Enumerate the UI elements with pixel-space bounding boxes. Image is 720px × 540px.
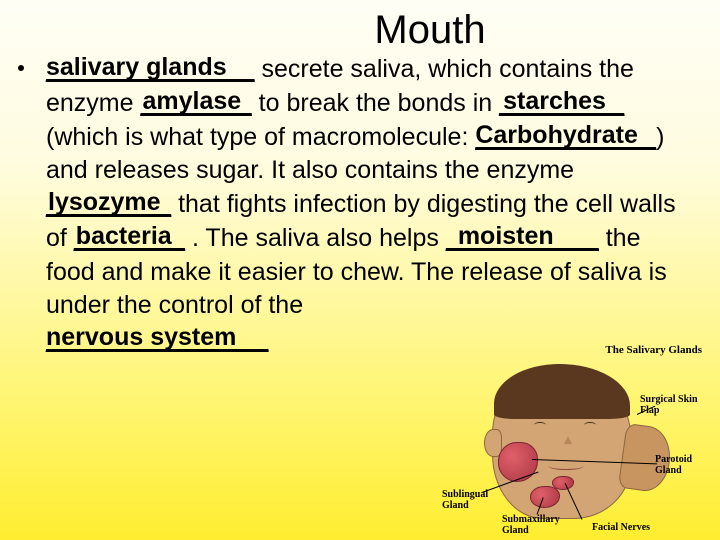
fill-nervous-system: nervous system: [46, 321, 236, 355]
hair-shape: [494, 364, 630, 419]
label-sublingual: SublingualGland: [442, 489, 502, 511]
text-6: . The saliva also helps: [185, 224, 446, 252]
fill-bacteria: bacteria: [76, 220, 172, 254]
bullet-icon: [18, 65, 24, 71]
label-submax: SubmaxillaryGland: [502, 514, 582, 536]
mouth-shape: [548, 462, 584, 470]
page-title: Mouth: [0, 0, 720, 53]
fill-salivary-glands: salivary glands: [46, 51, 227, 85]
nose-shape: [564, 436, 572, 444]
fill-lysozyme: lysozyme: [48, 186, 161, 220]
body-paragraph: _______________ salivary glands secrete …: [46, 53, 690, 357]
fill-starches: starches: [503, 85, 606, 119]
label-flap: Surgical SkinFlap: [640, 394, 710, 416]
eye-right: [584, 422, 596, 428]
text-3: (which is what type of macromolecule:: [46, 123, 475, 151]
content-area: _______________ salivary glands secrete …: [0, 53, 720, 357]
salivary-glands-diagram: The Salivary Glands SublingualGland Subm…: [442, 314, 712, 534]
fill-moisten: moisten: [458, 220, 554, 254]
diagram-title: The Salivary Glands: [605, 344, 702, 356]
label-parotid: ParotoidGland: [655, 454, 710, 476]
head-illustration: [492, 364, 632, 524]
fill-carbohydrate: Carbohydrate: [475, 119, 638, 153]
label-facial: Facial Nerves: [592, 522, 650, 533]
fill-amylase: amylase: [142, 85, 241, 119]
eye-left: [534, 422, 546, 428]
text-2: to break the bonds in: [252, 89, 499, 117]
